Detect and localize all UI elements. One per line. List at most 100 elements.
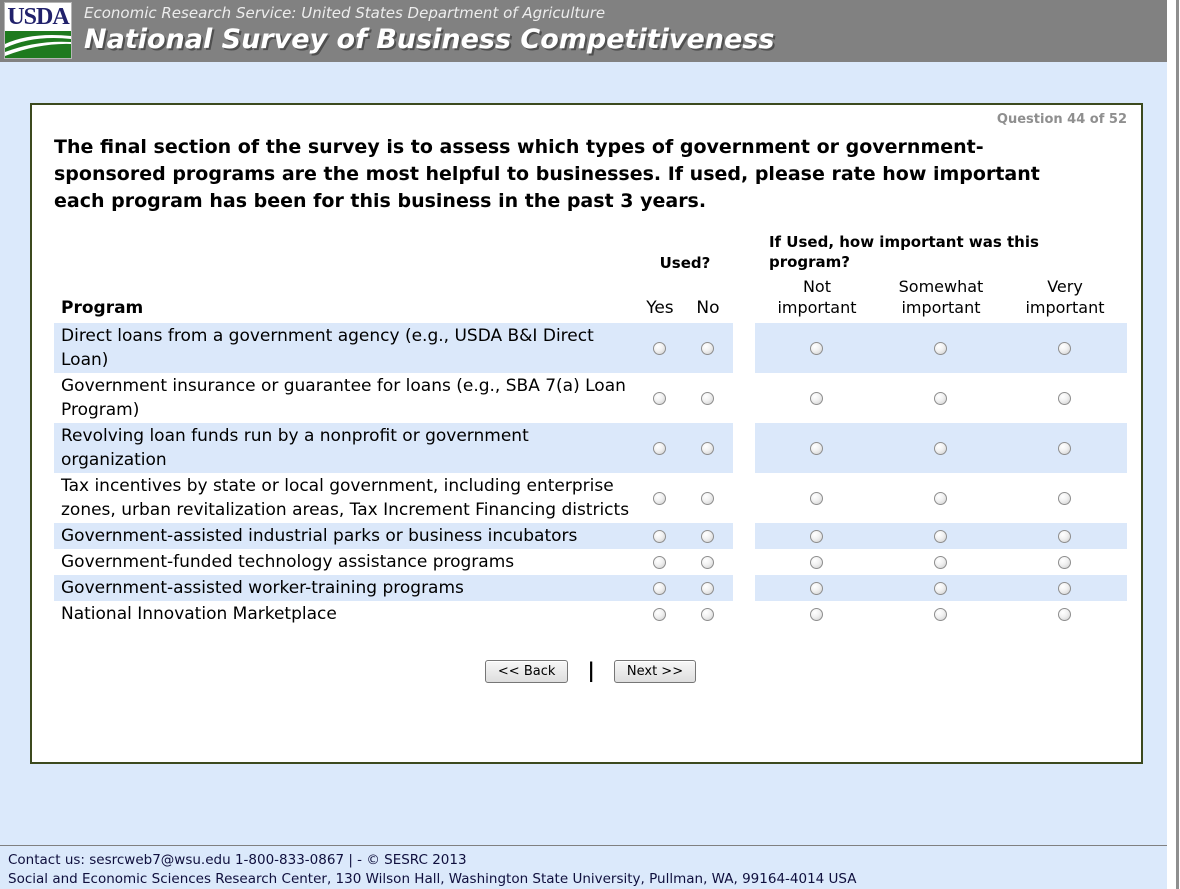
somewhat-important-column-header: Somewhat important	[878, 275, 1003, 323]
radio-row1-not-important[interactable]	[810, 341, 824, 355]
row-gap	[732, 523, 755, 549]
radio-row5-used-no[interactable]	[701, 529, 715, 543]
navigation-buttons: << Back | Next >>	[54, 658, 1127, 683]
radio-cell	[682, 323, 733, 373]
radio-row3-very-important[interactable]	[1058, 441, 1072, 455]
radio-cell	[1003, 473, 1127, 523]
radio-cell	[879, 549, 1003, 575]
program-label: Government-assisted worker-training prog…	[54, 575, 637, 601]
program-label: Tax incentives by state or local governm…	[61, 476, 630, 520]
radio-row4-not-important[interactable]	[810, 491, 824, 505]
program-label: National Innovation Marketplace	[61, 604, 337, 624]
very-important-column-header: Very important	[1002, 275, 1127, 323]
radio-cell	[636, 423, 683, 473]
radio-row5-somewhat-important[interactable]	[934, 529, 948, 543]
radio-row4-very-important[interactable]	[1058, 491, 1072, 505]
radio-row1-somewhat-important[interactable]	[934, 341, 948, 355]
table-group-header-row: Used? If Used, how important was this pr…	[54, 229, 1127, 275]
radio-row7-somewhat-important[interactable]	[934, 581, 948, 595]
radio-cell	[754, 423, 879, 473]
radio-cell	[878, 523, 1003, 549]
radio-row7-not-important[interactable]	[810, 581, 824, 595]
radio-row1-used-no[interactable]	[701, 341, 715, 355]
radio-row4-used-no[interactable]	[701, 491, 715, 505]
question-counter: Question 44 of 52	[996, 112, 1127, 127]
radio-row6-used-no[interactable]	[701, 555, 715, 569]
radio-row6-somewhat-important[interactable]	[934, 555, 948, 569]
row-gap	[732, 373, 755, 423]
radio-cell	[637, 473, 683, 523]
radio-cell	[636, 323, 683, 373]
radio-cell	[683, 549, 733, 575]
radio-cell	[879, 473, 1003, 523]
used-header: Used?	[636, 229, 733, 275]
row-gap	[732, 549, 755, 575]
program-label: Government-funded technology assistance …	[61, 552, 515, 572]
program-label: Government-assisted industrial parks or …	[54, 523, 637, 549]
radio-cell	[879, 601, 1003, 627]
radio-row8-very-important[interactable]	[1058, 607, 1072, 621]
not-important-column-header: Not important	[754, 275, 879, 323]
back-button[interactable]: << Back	[484, 659, 569, 683]
radio-row6-very-important[interactable]	[1058, 555, 1072, 569]
table-row: Government-assisted worker-training prog…	[54, 575, 1127, 601]
next-button[interactable]: Next >>	[613, 659, 697, 683]
radio-cell	[754, 523, 879, 549]
radio-cell	[683, 373, 733, 423]
radio-row3-used-no[interactable]	[701, 441, 715, 455]
table-row: Government-assisted industrial parks or …	[54, 523, 1127, 549]
radio-row8-somewhat-important[interactable]	[934, 607, 948, 621]
radio-row8-used-yes[interactable]	[653, 607, 667, 621]
usda-logo: USDA	[4, 2, 72, 59]
row-gap	[732, 323, 755, 373]
program-label: Government insurance or guarantee for lo…	[61, 376, 626, 420]
radio-row7-used-yes[interactable]	[653, 581, 667, 595]
radio-row2-used-yes[interactable]	[653, 391, 667, 405]
radio-row2-somewhat-important[interactable]	[934, 391, 948, 405]
radio-cell	[879, 373, 1003, 423]
spacer-cell	[54, 229, 637, 275]
radio-row6-used-yes[interactable]	[653, 555, 667, 569]
radio-cell	[1003, 601, 1127, 627]
spacer-cell	[732, 275, 755, 323]
radio-row5-very-important[interactable]	[1058, 529, 1072, 543]
radio-cell	[682, 423, 733, 473]
radio-cell	[637, 601, 683, 627]
button-separator: |	[587, 658, 595, 682]
radio-row7-used-no[interactable]	[701, 581, 715, 595]
radio-row5-used-yes[interactable]	[653, 529, 667, 543]
radio-row3-used-yes[interactable]	[653, 441, 667, 455]
radio-row5-not-important[interactable]	[810, 529, 824, 543]
radio-cell	[755, 549, 879, 575]
radio-row7-very-important[interactable]	[1058, 581, 1072, 595]
radio-row4-used-yes[interactable]	[653, 491, 667, 505]
radio-row2-used-no[interactable]	[701, 391, 715, 405]
usda-field-swoosh-icon	[5, 31, 71, 58]
radio-row1-very-important[interactable]	[1058, 341, 1072, 355]
page-footer: Contact us: sesrcweb7@wsu.edu 1-800-833-…	[0, 845, 1167, 889]
radio-cell	[1003, 549, 1127, 575]
radio-cell	[637, 373, 683, 423]
radio-cell	[755, 373, 879, 423]
no-column-header: No	[682, 275, 733, 323]
row-gap	[732, 575, 755, 601]
radio-row2-not-important[interactable]	[810, 391, 824, 405]
radio-cell	[682, 575, 733, 601]
program-label: Direct loans from a government agency (e…	[54, 323, 637, 373]
radio-cell	[683, 473, 733, 523]
radio-row4-somewhat-important[interactable]	[934, 491, 948, 505]
radio-row6-not-important[interactable]	[810, 555, 824, 569]
table-row: Government-funded technology assistance …	[54, 549, 1127, 575]
radio-row1-used-yes[interactable]	[653, 341, 667, 355]
table-column-header-row: Program Yes No Not important Somewhat im…	[54, 275, 1127, 323]
radio-cell	[878, 575, 1003, 601]
radio-cell	[754, 575, 879, 601]
radio-row2-very-important[interactable]	[1058, 391, 1072, 405]
radio-row8-used-no[interactable]	[701, 607, 715, 621]
radio-row8-not-important[interactable]	[810, 607, 824, 621]
radio-row3-not-important[interactable]	[810, 441, 824, 455]
radio-row3-somewhat-important[interactable]	[934, 441, 948, 455]
yes-column-header: Yes	[636, 275, 683, 323]
table-row: National Innovation Marketplace	[54, 601, 1127, 627]
radio-cell	[878, 423, 1003, 473]
